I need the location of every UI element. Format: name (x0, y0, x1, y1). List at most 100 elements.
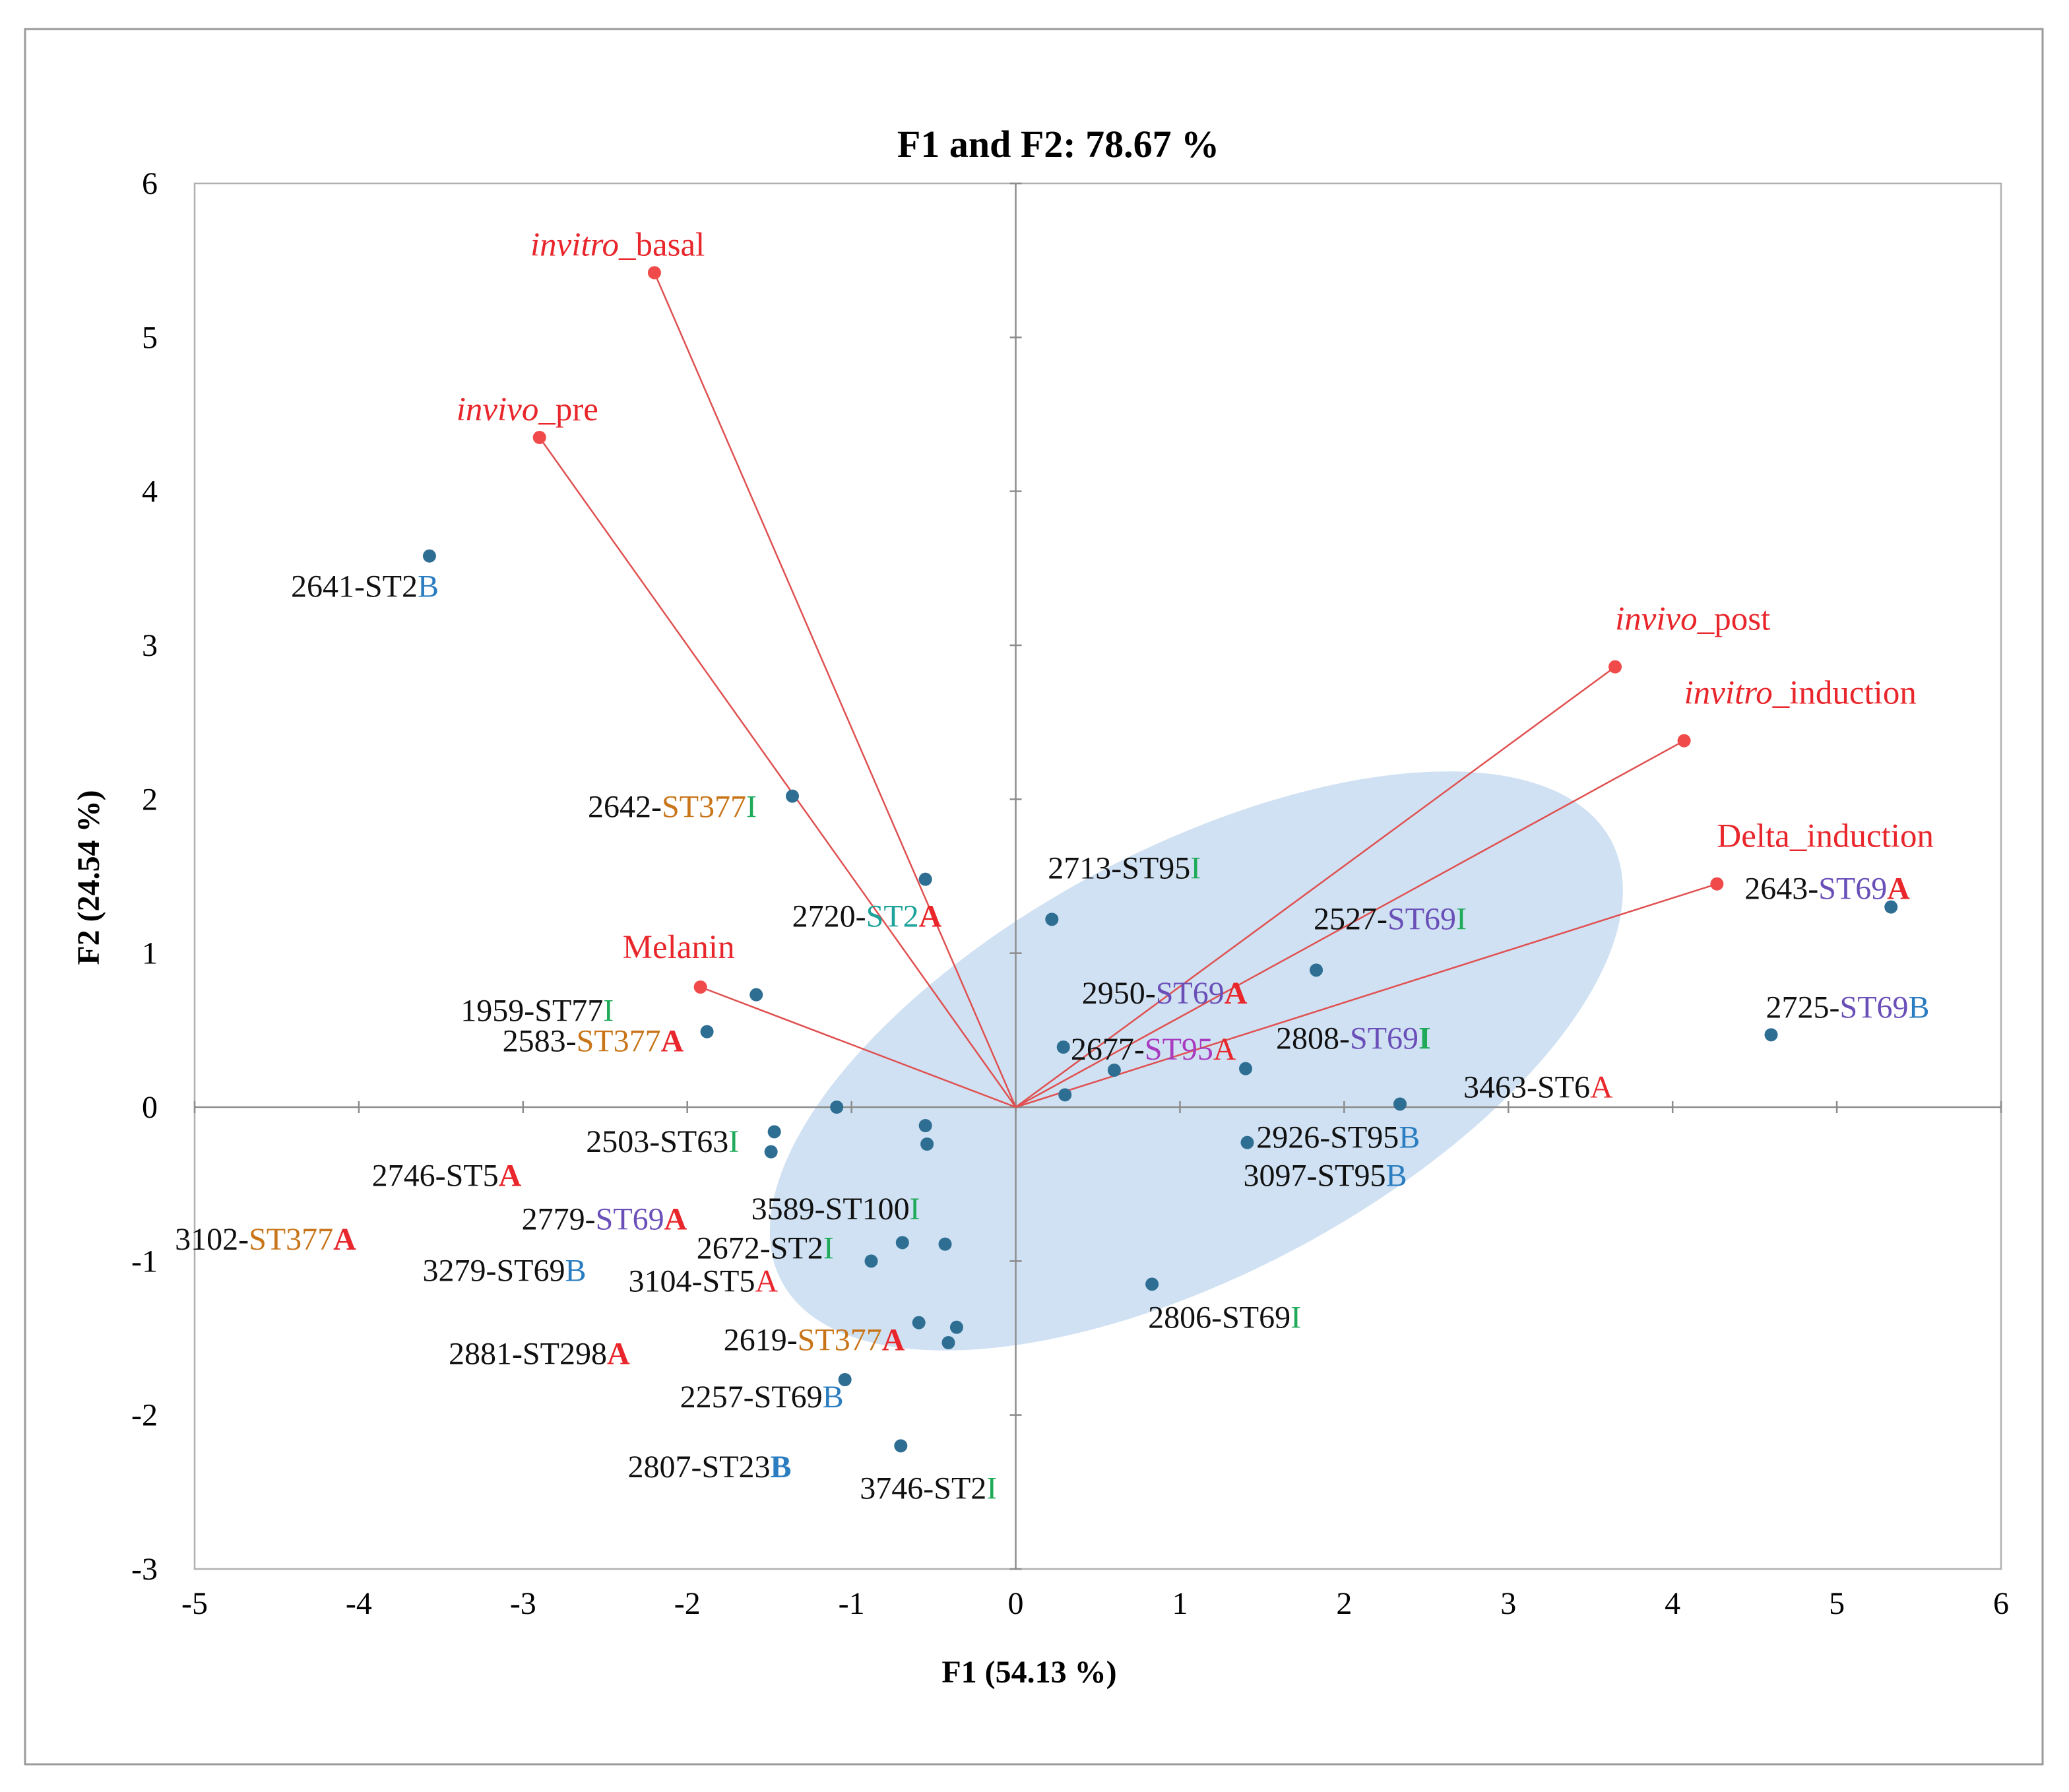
observation-point-2926-st95b (1058, 1088, 1072, 1102)
y-tick-label: 0 (142, 1090, 158, 1125)
observation-label-2527-st69i: 2527-ST69I (1314, 901, 1467, 936)
observation-label-3589-st100i: 3589-ST100I (751, 1192, 920, 1227)
observation-point-2725-st69b (1764, 1028, 1778, 1042)
vector-invivo-pre (538, 437, 1017, 1108)
observation-label-3104-st5a: 3104-ST5A (629, 1264, 779, 1299)
y-tick-label: 2 (142, 782, 158, 817)
x-tick-label: 0 (1008, 1586, 1024, 1621)
observation-label-part: 2643- (1744, 872, 1818, 907)
observation-point-2746-st5a (767, 1125, 781, 1139)
x-tick-label: -1 (839, 1586, 865, 1621)
observation-label-2881-st298a: 2881-ST298A (449, 1337, 630, 1372)
vector-melanin (700, 986, 1016, 1108)
variable-label-invivo-pre: invivo_pre (457, 391, 598, 428)
variable-label-part: Delta_induction (1717, 818, 1934, 855)
observation-label-part: I (986, 1471, 997, 1506)
observation-label-part: ST2 (866, 899, 919, 934)
observation-points (422, 549, 1898, 1453)
observation-label-part: ST69 (1350, 1021, 1418, 1056)
observation-label-part: 3104-ST5 (629, 1264, 755, 1299)
x-tick-label: 4 (1665, 1586, 1680, 1621)
variable-point-invivo-post (1608, 660, 1622, 674)
observation-label-part: A (1225, 976, 1248, 1011)
variable-label-melanin: Melanin (623, 929, 735, 966)
variable-label-delta-induction: Delta_induction (1717, 818, 1934, 855)
observation-label-part: 2503-ST63 (586, 1124, 728, 1159)
observation-label-part: I (603, 994, 614, 1029)
chart-title: F1 and F2: 78.67 % (897, 123, 1219, 166)
y-tick-label: -2 (131, 1398, 158, 1433)
observation-label-part: 1959-ST77 (461, 994, 603, 1029)
observation-label-part: 2672-ST2 (697, 1231, 823, 1265)
observation-label-part: B (1386, 1159, 1407, 1194)
observation-point-3746-st2i (894, 1439, 908, 1453)
observation-label-part: ST95 (1145, 1032, 1213, 1067)
observation-label-part: A (1213, 1032, 1236, 1067)
observation-point-3589-st100i (918, 1119, 932, 1132)
observation-label-part: A (333, 1222, 356, 1257)
vector-invitro-induction (1015, 740, 1685, 1108)
observation-label-2619-st377a: 2619-ST377A (724, 1323, 905, 1358)
observation-label-3097-st95b: 3097-ST95B (1244, 1159, 1407, 1194)
observation-label-part: 2746-ST5 (372, 1158, 499, 1193)
observation-label-2725-st69b: 2725-ST69B (1766, 990, 1930, 1025)
observation-point-3097-st95b (1240, 1136, 1254, 1149)
x-tick-label: 6 (1993, 1586, 2009, 1621)
observation-label-part: I (1290, 1300, 1301, 1335)
y-tick-label: 4 (142, 474, 158, 509)
observation-point-2672-st2i (895, 1236, 909, 1250)
observation-label-2926-st95b: 2926-ST95B (1256, 1120, 1420, 1155)
observation-label-3746-st2i: 3746-ST2I (860, 1471, 997, 1506)
observation-label-part: B (823, 1380, 844, 1415)
observation-label-2746-st5a: 2746-ST5A (372, 1158, 522, 1193)
axes: -5 -4 -3 -2 -1 0 1 2 3 4 5 6 -3 -2 -1 0 1 2 3 4 5 6 (131, 166, 2009, 1621)
observation-point-2527-st69i (1310, 963, 1323, 977)
observation-label-part: 2720- (792, 899, 866, 934)
observation-label-2806-st69i: 2806-ST69I (1148, 1300, 1301, 1335)
observation-label-part: 2779- (522, 1202, 596, 1237)
observation-label-2672-st2i: 2672-ST2I (697, 1231, 834, 1265)
variable-label-part: _basal (618, 226, 705, 263)
variable-point-invitro-induction (1677, 734, 1691, 748)
observation-label-3279-st69b: 3279-ST69B (423, 1253, 587, 1288)
observation-label-part: ST377 (798, 1323, 882, 1358)
observation-label-2779-st69a: 2779-ST69A (522, 1202, 687, 1237)
observation-label-part: 3279-ST69 (423, 1253, 565, 1288)
observation-point-2257-st69b (838, 1373, 852, 1386)
observation-label-part: I (910, 1192, 920, 1227)
observation-label-part: I (823, 1231, 834, 1265)
observation-point-2503-st63i (830, 1101, 844, 1114)
observation-point-2881-st298a (949, 1320, 963, 1334)
y-tick-label: 5 (142, 320, 158, 355)
observation-label-part: I (1190, 850, 1201, 885)
observation-label-part: A (1590, 1070, 1613, 1104)
x-tick-label: -4 (346, 1586, 372, 1621)
observation-label-part: 2950- (1082, 976, 1156, 1011)
observation-label-part: 2527- (1314, 901, 1387, 936)
observation-label-part: I (1456, 901, 1467, 936)
observation-label-part: 3463-ST6 (1463, 1070, 1590, 1104)
observation-label-2641-st2b: 2641-ST2B (291, 569, 439, 604)
observation-label-2950-st69a: 2950-ST69A (1082, 976, 1248, 1011)
y-tick-label: -1 (131, 1244, 158, 1279)
observation-point-2641-st2b (422, 549, 436, 563)
variable-label-part: _pre (538, 391, 598, 428)
observation-label-part: ST69 (596, 1202, 664, 1237)
observation-label-2720-st2a: 2720-ST2A (792, 899, 942, 934)
x-axis-title: F1 (54.13 %) (941, 1655, 1116, 1690)
observation-label-part: ST377 (662, 790, 746, 825)
observation-label-part: 3589-ST100 (751, 1192, 910, 1227)
observation-label-2677-st95a: 2677-ST95A (1071, 1032, 1236, 1067)
observation-point-2807-st23b (941, 1336, 955, 1349)
observation-label-part: 2725- (1766, 990, 1840, 1025)
observation-label-part: I (746, 790, 757, 825)
y-axis-title: F2 (24.54 %) (71, 790, 106, 965)
confidence-ellipse-layer (769, 771, 1623, 1351)
variable-point-invivo-pre (532, 431, 546, 444)
observation-point-3463-st6a (1393, 1097, 1407, 1111)
vector-invivo-post (1015, 666, 1616, 1108)
observation-label-part: 2257-ST69 (680, 1380, 823, 1415)
observation-point-3104-st5a (938, 1237, 952, 1251)
y-tick-label: 1 (142, 936, 158, 971)
variable-label-part: invivo (1615, 601, 1698, 638)
